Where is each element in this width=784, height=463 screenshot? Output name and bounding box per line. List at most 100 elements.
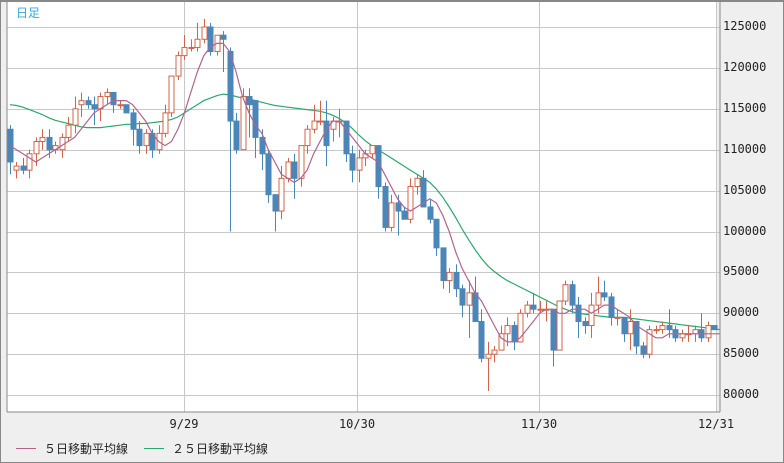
- candle-up: [278, 177, 285, 212]
- candle-up: [39, 136, 46, 143]
- candle-down: [272, 194, 279, 212]
- candle-down: [246, 96, 253, 106]
- candle-down: [136, 128, 143, 147]
- candle-up: [175, 55, 182, 77]
- y-tick-label: 90000: [723, 305, 760, 320]
- candle-up: [407, 186, 414, 220]
- candle-up: [517, 312, 524, 343]
- candle-down: [233, 120, 240, 151]
- candle-up: [491, 349, 498, 355]
- candle-down: [207, 26, 214, 53]
- candle-up: [388, 202, 395, 228]
- candle-down: [110, 91, 117, 106]
- candle-down: [621, 316, 628, 335]
- legend-item-ma25: ２５日移動平均線: [144, 440, 268, 457]
- candle-up: [627, 320, 634, 335]
- candle-up: [317, 120, 324, 123]
- candle-up: [78, 100, 85, 106]
- candle-down: [582, 320, 589, 327]
- grid-lines: [7, 2, 720, 412]
- candle-up: [588, 304, 595, 327]
- legend-item-ma5: ５日移動平均線: [16, 440, 128, 457]
- x-tick-label: 9/29: [169, 417, 199, 431]
- candle-up: [356, 157, 363, 171]
- candle-down: [440, 247, 447, 282]
- candle-down: [291, 161, 298, 179]
- candle-down: [640, 345, 647, 355]
- candle-down: [123, 104, 130, 114]
- candle-down: [550, 308, 557, 351]
- candle-down: [427, 206, 434, 220]
- legend-label-ma25: ２５日移動平均線: [172, 442, 269, 456]
- candle-down: [420, 177, 427, 208]
- candle-up: [240, 96, 247, 151]
- chart-title: 日足: [16, 6, 41, 20]
- candle-down: [130, 112, 137, 130]
- x-tick-label: 11/30: [520, 417, 558, 431]
- candle-up: [143, 132, 150, 147]
- candle-up: [524, 304, 531, 314]
- candle-down: [453, 271, 460, 290]
- candle-down: [46, 136, 53, 151]
- y-tick-label: 125000: [723, 19, 767, 33]
- candle-down: [343, 120, 350, 155]
- candle-up: [646, 329, 653, 355]
- candle-up: [72, 108, 79, 126]
- candle-down: [382, 186, 389, 228]
- candle-up: [659, 325, 666, 331]
- x-tick-label: 10/30: [338, 417, 376, 431]
- candle-up: [498, 333, 505, 351]
- candle-up: [705, 325, 712, 339]
- candle-down: [91, 104, 98, 110]
- candle-up: [298, 145, 305, 179]
- candle-down: [227, 51, 234, 122]
- y-tick-label: 85000: [723, 346, 760, 361]
- candle-up: [201, 26, 208, 40]
- ma25-line: [9, 93, 721, 331]
- candle-up: [556, 300, 563, 351]
- candle-up: [595, 292, 602, 306]
- candle-down: [666, 325, 673, 331]
- candle-down: [472, 292, 479, 322]
- y-tick-label: 105000: [723, 182, 767, 197]
- candle-down: [459, 288, 466, 306]
- candle-up: [485, 353, 492, 359]
- candle-up: [285, 161, 292, 179]
- candle-up: [614, 316, 621, 319]
- legend: ５日移動平均線 ２５日移動平均線: [16, 440, 268, 457]
- plot-area: [7, 2, 717, 412]
- candle-up: [653, 329, 660, 332]
- y-tick-label: 120000: [723, 59, 767, 74]
- candle-up: [562, 284, 569, 302]
- candle-down: [569, 284, 576, 306]
- candle-down: [401, 210, 408, 220]
- y-tick-label: 80000: [723, 387, 760, 402]
- ma25-polyline: [9, 93, 721, 331]
- ma5-legend-swatch: [16, 448, 36, 449]
- candle-down: [711, 325, 718, 331]
- candle-up: [104, 91, 111, 98]
- candle-down: [375, 145, 382, 188]
- candle-down: [530, 304, 537, 310]
- x-tick-label: 12/31: [697, 417, 735, 431]
- candle-up: [537, 308, 544, 311]
- ma25-legend-swatch: [144, 448, 165, 449]
- candle-up: [26, 153, 33, 171]
- candle-up: [446, 271, 453, 282]
- candle-up: [13, 165, 20, 171]
- candle-up: [181, 46, 188, 57]
- candle-up: [692, 329, 699, 335]
- legend-label-ma5: ５日移動平均線: [44, 442, 129, 456]
- candle-up: [194, 38, 201, 48]
- candle-up: [188, 46, 195, 49]
- candle-down: [220, 34, 227, 40]
- candle-down: [601, 292, 608, 298]
- candle-down: [85, 100, 92, 106]
- candle-down: [265, 153, 272, 196]
- candle-up: [504, 325, 511, 335]
- candle-down: [349, 153, 356, 171]
- candle-up: [304, 128, 311, 147]
- ma5-line: [9, 42, 721, 343]
- candle-up: [311, 120, 318, 130]
